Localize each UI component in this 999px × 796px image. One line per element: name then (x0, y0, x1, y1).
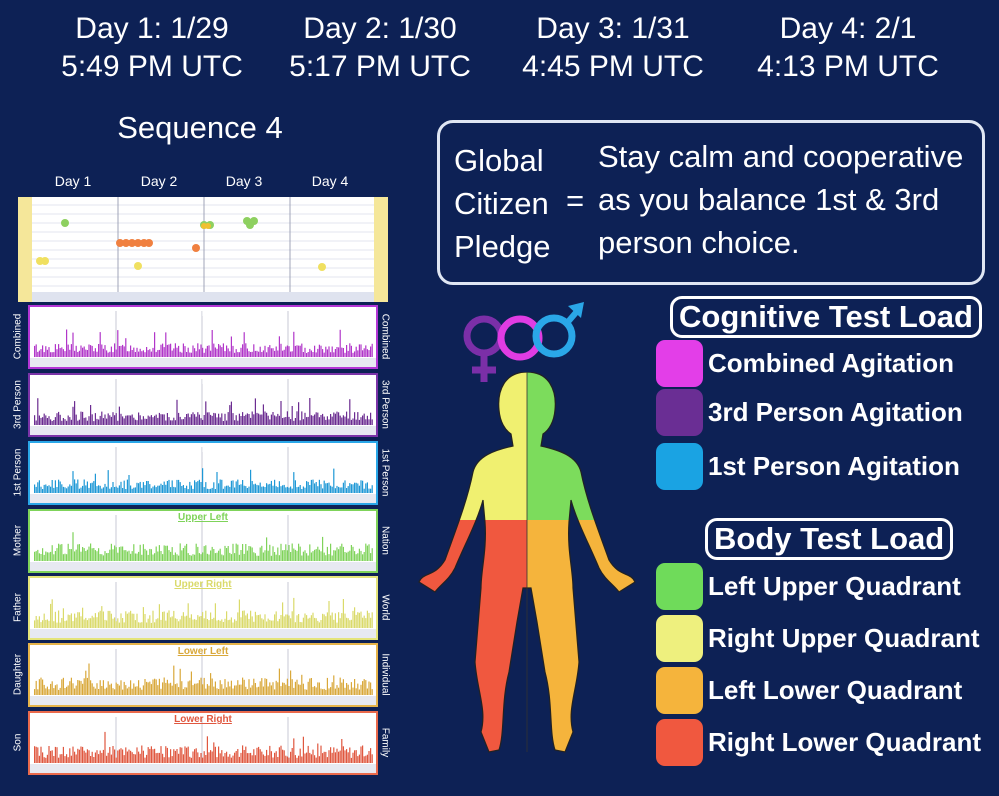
timeline-panel: Lower Left (28, 643, 378, 707)
panel-title: Agitation Levels (164, 444, 242, 455)
timeline-panel: Agitation Levels (28, 373, 378, 437)
panel-bars (30, 379, 376, 435)
legend-label: Right Lower Quadrant (708, 727, 981, 757)
body-heading: Body Test Load (705, 518, 954, 560)
sequence-title: Sequence 4 (117, 110, 283, 145)
pledge-name-line-3: Pledge (454, 229, 551, 264)
pledge-name: Global Citizen Pledge (454, 139, 551, 268)
panel-bars (30, 649, 376, 705)
day-time: 5:17 PM UTC (289, 50, 471, 83)
panel-left-label: Son (12, 733, 24, 752)
day-time: 4:45 PM UTC (522, 50, 704, 83)
legend-label: Right Upper Quadrant (708, 623, 980, 653)
day-date: Day 3: 1/31 (536, 12, 690, 45)
day-header-2: Day 2: 1/30 5:17 PM UTC (280, 10, 480, 86)
body-title: Body Test Load (714, 521, 945, 556)
day-time: 4:13 PM UTC (757, 50, 939, 83)
panel-right-label: Family (379, 727, 391, 758)
gender-symbols-icon (463, 302, 584, 382)
day-header-4: Day 4: 2/1 4:13 PM UTC (748, 10, 948, 86)
panel-left-label: Father (12, 593, 24, 622)
panel-right-label: Nation (379, 526, 391, 555)
swatch-left-upper (656, 563, 703, 610)
body-figure-icon (418, 372, 636, 753)
legend-label: Left Upper Quadrant (708, 571, 961, 601)
swatch-3rd-person (656, 389, 703, 436)
panel-title: Agitation Levels (164, 308, 242, 319)
day-date: Day 2: 1/30 (303, 12, 457, 45)
panel-bars (30, 311, 376, 367)
timeline-panel: Lower Right (28, 711, 378, 775)
swatch-right-lower (656, 719, 703, 766)
panel-right-label: Combined (379, 313, 391, 360)
chart-day-label-2: Day 2 (140, 173, 178, 189)
panel-right-label: 1st Person (379, 448, 391, 497)
chart-day-label-4: Day 4 (311, 173, 349, 189)
cognitive-heading: Cognitive Test Load (670, 296, 982, 338)
sequence-dot-chart (18, 197, 388, 302)
panel-bars (30, 717, 376, 773)
day-header-3: Day 3: 1/31 4:45 PM UTC (513, 10, 713, 86)
pledge-equals: = (566, 183, 585, 218)
chart-day-label-3: Day 3 (225, 173, 263, 189)
panel-title: Agitation Levels (164, 376, 242, 387)
dot-chart-svg (18, 197, 388, 302)
swatch-right-upper (656, 615, 703, 662)
cognitive-title: Cognitive Test Load (679, 299, 973, 334)
panel-left-label: 3rd Person (12, 380, 24, 429)
swatch-1st-person (656, 443, 703, 490)
panel-title: Upper Right (174, 579, 232, 590)
timeline-panel: Upper Right (28, 576, 378, 640)
swatch-left-lower (656, 667, 703, 714)
panel-left-label: Mother (12, 524, 24, 557)
panel-bars (30, 447, 376, 503)
legend-label: 1st Person Agitation (708, 451, 960, 481)
panel-left-label: 1st Person (12, 448, 24, 497)
panel-left-label: Combined (12, 313, 24, 360)
panel-right-label: Individual (379, 653, 391, 696)
day-time: 5:49 PM UTC (61, 50, 243, 83)
pledge-name-line-1: Global (454, 143, 544, 178)
day-date: Day 1: 1/29 (75, 12, 229, 45)
panel-right-label: World (379, 594, 391, 621)
legend-label: 3rd Person Agitation (708, 397, 963, 427)
pledge-name-line-2: Citizen (454, 186, 549, 221)
global-citizen-pledge-box: Global Citizen Pledge = Stay calm and co… (437, 120, 985, 285)
panel-title: Lower Right (174, 714, 232, 725)
panel-left-label: Daughter (12, 653, 24, 696)
panel-right-label: 3rd Person (379, 380, 391, 429)
panel-title: Lower Left (177, 646, 229, 657)
timeline-panel: Agitation Levels (28, 305, 378, 369)
panel-bars (30, 515, 376, 571)
pledge-text: Stay calm and cooperative as you balance… (598, 139, 964, 260)
legend-label: Combined Agitation (708, 348, 955, 378)
day-date: Day 4: 2/1 (779, 12, 917, 45)
legend-label: Left Lower Quadrant (708, 675, 963, 705)
day-header-1: Day 1: 1/29 5:49 PM UTC (52, 10, 252, 86)
timeline-panel: Upper Left (28, 509, 378, 573)
timeline-panel: Agitation Levels (28, 441, 378, 505)
chart-day-label-1: Day 1 (54, 173, 92, 189)
panel-title: Upper Left (178, 512, 228, 523)
panel-bars (30, 582, 376, 638)
swatch-combined (656, 340, 703, 387)
